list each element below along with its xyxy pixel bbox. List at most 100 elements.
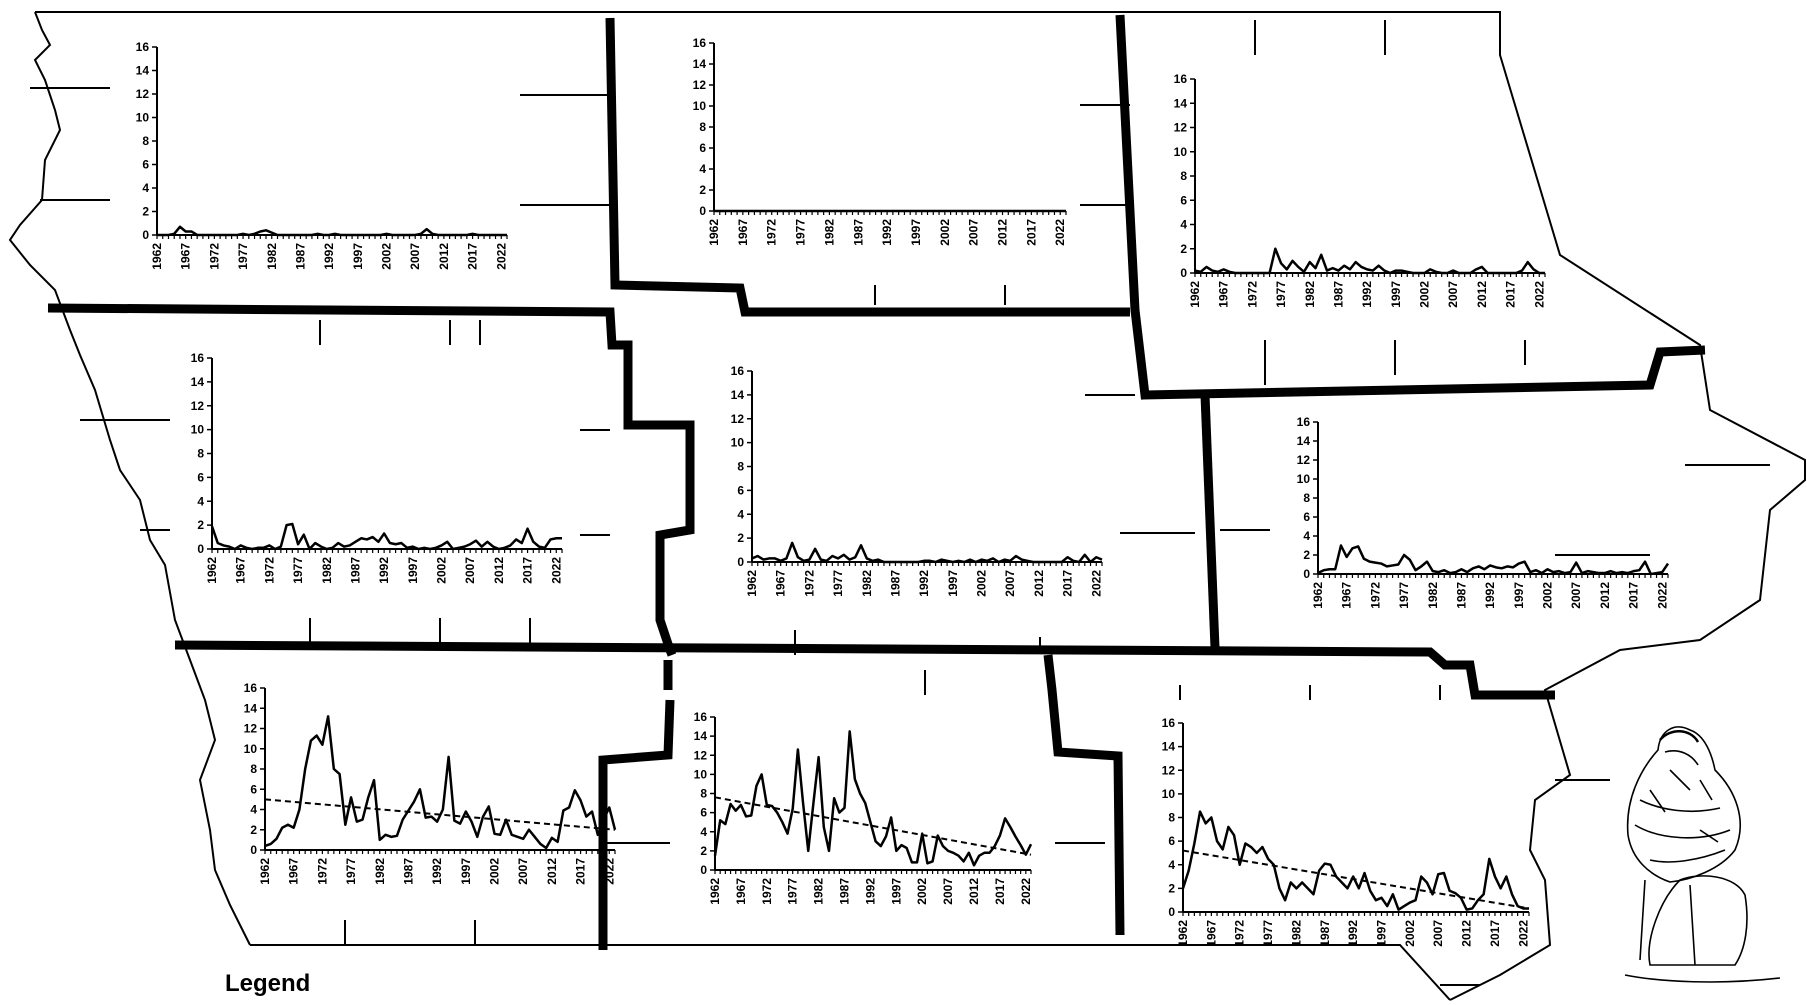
series-line: [713, 730, 1033, 867]
y-tick-label: 6: [1180, 193, 1187, 207]
x-tick-label: 1962: [707, 219, 721, 246]
y-tick-label: 4: [197, 494, 204, 508]
chart-east-central: 0 2 4 6 8 10 12 14 16 1962 1967 1972 1977 1982 1987 199…: [1297, 415, 1670, 609]
x-tick-label: 2022: [1089, 570, 1103, 597]
x-tick-label: 1962: [258, 858, 272, 885]
y-tick-label: 2: [1168, 881, 1175, 895]
x-tick-label: 1977: [831, 570, 845, 597]
x-tick-label: 1967: [1217, 281, 1231, 308]
y-tick-label: 8: [197, 447, 204, 461]
y-tick-label: 2: [1180, 242, 1187, 256]
x-tick-label: 1992: [322, 243, 336, 270]
x-tick-label: 1972: [262, 557, 276, 584]
x-tick-label: 1997: [946, 570, 960, 597]
x-tick-label: 2007: [941, 878, 955, 905]
trend-line: [714, 796, 1032, 856]
chart-southwest: 0 2 4 6 8 10 12 14 16 1962 1967 1972 1977 1982 1987 199…: [244, 681, 617, 885]
y-tick-label: 10: [731, 436, 745, 450]
x-tick-label: 1992: [430, 858, 444, 885]
x-tick-label: 2017: [1061, 570, 1075, 597]
series-line: [264, 715, 617, 850]
x-tick-label: 2007: [463, 557, 477, 584]
x-tick-label: 2017: [1488, 920, 1502, 947]
y-tick-label: 12: [244, 722, 258, 736]
x-tick-label: 1987: [401, 858, 415, 885]
x-tick-label: 2002: [915, 878, 929, 905]
x-tick-label: 1992: [880, 219, 894, 246]
x-tick-label: 1972: [315, 858, 329, 885]
x-tick-label: 2022: [549, 557, 563, 584]
x-tick-label: 2012: [437, 243, 451, 270]
state-outline: [8, 11, 1806, 1001]
y-tick-label: 8: [250, 762, 257, 776]
y-tick-label: 10: [694, 767, 708, 781]
x-tick-label: 1992: [377, 557, 391, 584]
y-tick-label: 0: [737, 555, 744, 569]
y-tick-label: 14: [244, 701, 258, 715]
x-tick-label: 2017: [1024, 219, 1038, 246]
y-tick-label: 8: [737, 460, 744, 474]
chart-north-central: 0 2 4 6 8 10 12 14 16 1962 1967 1972 1977 1982 1987 199…: [693, 36, 1068, 246]
x-tick-label: 2017: [1504, 281, 1518, 308]
x-tick-label: 2022: [494, 243, 508, 270]
chart-northwest: 0 2 4 6 8 10 12 14 16 1962 1967 1972 1977 1982 1987 199…: [136, 40, 509, 270]
x-tick-label: 1992: [917, 570, 931, 597]
x-tick-label: 1967: [287, 858, 301, 885]
y-tick-label: 4: [1168, 858, 1175, 872]
x-tick-label: 1987: [1318, 920, 1332, 947]
y-tick-label: 14: [693, 57, 707, 71]
x-tick-label: 2012: [1032, 570, 1046, 597]
x-tick-label: 2022: [1655, 582, 1669, 609]
x-tick-label: 2017: [574, 858, 588, 885]
y-tick-label: 14: [731, 388, 745, 402]
x-tick-label: 2022: [602, 858, 616, 885]
x-tick-label: 1992: [863, 878, 877, 905]
y-tick-label: 12: [1297, 453, 1311, 467]
x-tick-label: 1972: [765, 219, 779, 246]
x-tick-label: 1972: [1368, 582, 1382, 609]
x-tick-label: 1997: [1512, 582, 1526, 609]
x-tick-label: 1997: [351, 243, 365, 270]
x-tick-label: 1977: [236, 243, 250, 270]
y-tick-label: 14: [694, 729, 708, 743]
legend-label: Legend: [225, 970, 311, 997]
x-tick-label: 2002: [1418, 281, 1432, 308]
chart-west-central: 0 2 4 6 8 10 12 14 16 1962 1967 1972 1977 1982 1987 199…: [191, 351, 564, 584]
chart-northeast: 0 2 4 6 8 10 12 14 16 1962 1967 1972 1977 1982 1987 199…: [1174, 72, 1547, 308]
series-line: [751, 541, 1103, 564]
y-tick-label: 16: [1162, 716, 1176, 730]
x-tick-label: 1962: [1188, 281, 1202, 308]
x-tick-label: 1967: [1204, 920, 1218, 947]
x-tick-label: 1997: [889, 878, 903, 905]
y-tick-label: 16: [694, 710, 708, 724]
region-charts: 0 2 4 6 8 10 12 14 16 1962 1967 1972 1977 1982 1987 199…: [136, 36, 1670, 947]
x-tick-label: 1987: [293, 243, 307, 270]
y-tick-label: 16: [731, 364, 745, 378]
y-tick-label: 2: [700, 844, 707, 858]
y-tick-label: 8: [1303, 491, 1310, 505]
x-tick-label: 2012: [545, 858, 559, 885]
trend-line: [264, 798, 616, 831]
y-tick-label: 2: [737, 531, 744, 545]
x-tick-label: 1962: [205, 557, 219, 584]
x-tick-label: 1997: [459, 858, 473, 885]
y-tick-label: 2: [197, 518, 204, 532]
x-tick-label: 1972: [760, 878, 774, 905]
y-tick-label: 8: [1168, 811, 1175, 825]
x-tick-label: 2017: [466, 243, 480, 270]
x-tick-label: 1967: [234, 557, 248, 584]
y-tick-label: 0: [1180, 266, 1187, 280]
y-tick-label: 16: [693, 36, 707, 50]
x-tick-label: 2012: [1598, 582, 1612, 609]
chart-southeast: 0 2 4 6 8 10 12 14 16 1962 1967 1972 1977 1982 1987 199…: [1162, 716, 1531, 947]
region-tick-lines: [30, 20, 1770, 986]
x-tick-label: 2007: [1431, 920, 1445, 947]
x-tick-label: 1997: [909, 219, 923, 246]
x-tick-label: 1977: [1261, 920, 1275, 947]
x-tick-label: 2007: [1446, 281, 1460, 308]
y-tick-label: 4: [250, 803, 257, 817]
y-tick-label: 14: [1162, 740, 1176, 754]
quail-illustration: [1624, 726, 1781, 983]
y-tick-label: 16: [244, 681, 258, 695]
